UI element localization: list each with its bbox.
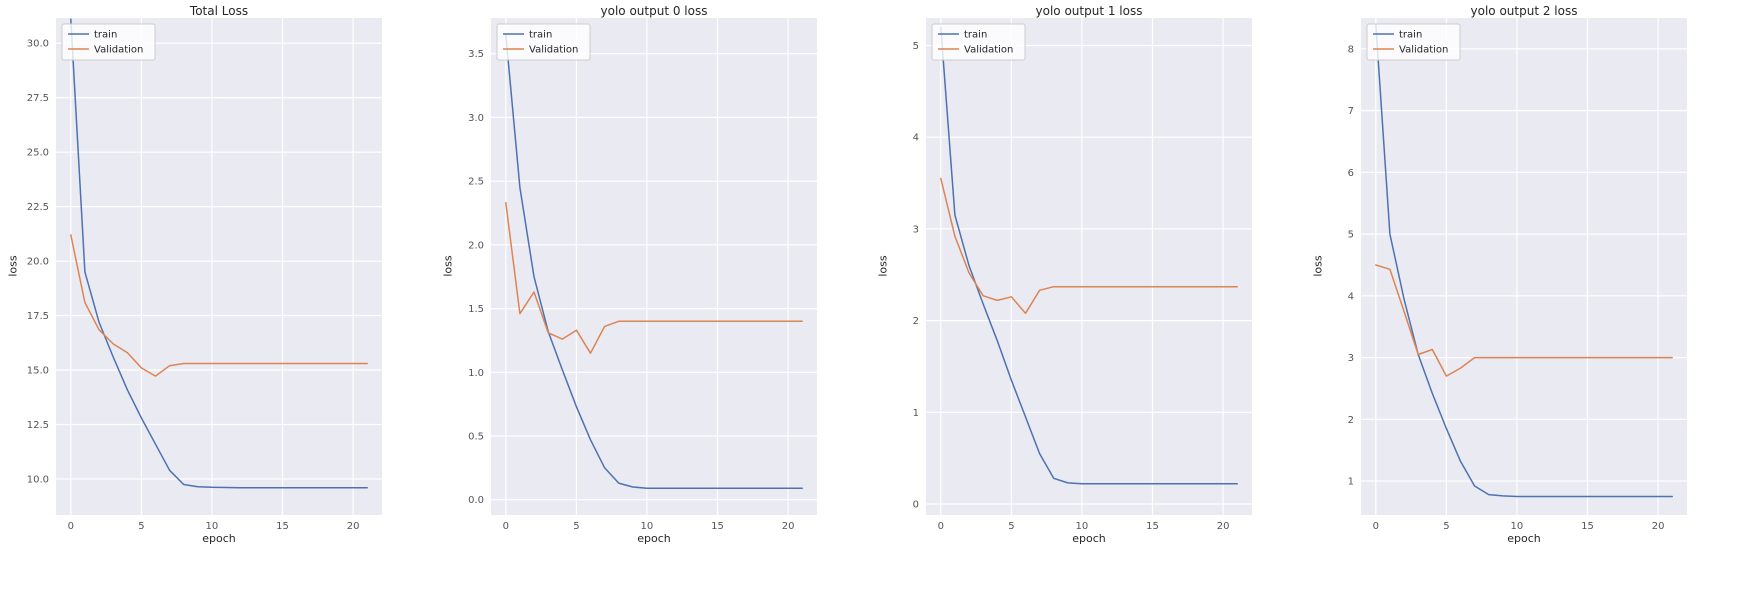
legend-label-train: train [529, 30, 552, 41]
plot-area: 0 1 2 3 4 5 0 5 10 15 20 train Validation [913, 18, 1252, 532]
figure-total-loss: Total Loss loss 10.0 12.5 15.0 17.5 20.0 22.5… [0, 0, 434, 610]
x-tick-label: 5 [1443, 521, 1449, 532]
y-tick-label: 25.0 [27, 148, 49, 159]
y-tick-label: 1 [1348, 477, 1354, 488]
y-tick-label: 0.0 [468, 495, 484, 506]
line-validation [1375, 264, 1673, 377]
x-tick-label: 15 [1581, 521, 1594, 532]
y-tick-label: 1 [913, 408, 919, 419]
line-validation [505, 202, 803, 354]
chart-title: Total Loss [189, 4, 249, 18]
x-tick-label: 15 [1146, 521, 1159, 532]
y-tick-label: 7 [1348, 106, 1354, 117]
x-tick-label: 0 [503, 521, 509, 532]
legend-label-validation: Validation [1399, 45, 1448, 56]
line-validation [940, 177, 1238, 315]
y-tick-label: 27.5 [27, 93, 49, 104]
y-tick-label: 4 [1348, 291, 1354, 302]
y-tick-label: 0.5 [468, 432, 484, 443]
x-tick-label: 10 [1076, 521, 1089, 532]
x-tick-label: 5 [1008, 521, 1014, 532]
chart-title: yolo output 2 loss [1470, 4, 1578, 18]
x-tick-label: 5 [573, 521, 579, 532]
y-tick-label: 1.5 [468, 304, 484, 315]
line-train [1375, 23, 1673, 498]
line-train [505, 33, 803, 489]
plot-background [56, 18, 382, 515]
y-tick-label: 5 [913, 41, 919, 52]
plot-background [491, 18, 817, 515]
x-axis-label: epoch [1072, 532, 1106, 545]
y-tick-label: 6 [1348, 168, 1354, 179]
y-axis-label: loss [876, 255, 890, 277]
x-axis-label: epoch [637, 532, 671, 545]
plot-area: 10.0 12.5 15.0 17.5 20.0 22.5 25.0 27.5 30.0 0 5 10… [27, 18, 382, 532]
x-axis-label: epoch [202, 532, 236, 545]
y-tick-label: 20.0 [27, 257, 49, 268]
legend-box [496, 23, 591, 61]
y-tick-label: 22.5 [27, 202, 49, 213]
y-tick-label: 1.0 [468, 368, 484, 379]
y-tick-label: 12.5 [27, 420, 49, 431]
x-axis-label: epoch [1507, 532, 1541, 545]
line-validation [70, 234, 368, 377]
y-tick-label: 30.0 [27, 39, 49, 50]
legend-label-train: train [964, 30, 987, 41]
x-tick-label: 15 [276, 521, 289, 532]
plot-area: 1 2 3 4 5 6 7 8 0 5 10 15 20 train Validation [1348, 18, 1687, 532]
y-axis-label: loss [441, 255, 455, 277]
y-tick-label: 17.5 [27, 311, 49, 322]
line-train [940, 26, 1238, 485]
x-tick-label: 10 [1511, 521, 1524, 532]
x-tick-label: 10 [641, 521, 654, 532]
x-tick-label: 5 [138, 521, 144, 532]
chart-title: yolo output 0 loss [600, 4, 708, 18]
legend-box [1366, 23, 1461, 61]
x-tick-label: 20 [1652, 521, 1665, 532]
figure-yolo-output-1-loss: yolo output 1 loss loss 0 1 2 3 4 5 0 5 10 15 20 tr… [870, 0, 1304, 610]
figure-yolo-output-0-loss: yolo output 0 loss loss 0.0 0.5 1.0 1.5 2.0 2… [435, 0, 869, 610]
y-tick-label: 4 [913, 133, 919, 144]
y-tick-label: 8 [1348, 44, 1354, 55]
x-tick-label: 20 [782, 521, 795, 532]
y-tick-label: 0 [913, 500, 919, 511]
legend-box [931, 23, 1026, 61]
plot-background [1361, 18, 1687, 515]
legend-label-train: train [94, 30, 117, 41]
x-tick-label: 10 [206, 521, 219, 532]
y-tick-label: 2 [1348, 415, 1354, 426]
y-axis-label: loss [1311, 255, 1325, 277]
legend-label-validation: Validation [529, 45, 578, 56]
y-tick-label: 2 [913, 316, 919, 327]
y-tick-label: 3.5 [468, 49, 484, 60]
y-tick-label: 15.0 [27, 366, 49, 377]
y-tick-label: 3 [913, 224, 919, 235]
plot-area: 0.0 0.5 1.0 1.5 2.0 2.5 3.0 3.5 0 5 10 15 20 train Val… [468, 18, 817, 532]
x-tick-label: 0 [68, 521, 74, 532]
y-tick-label: 2.0 [468, 240, 484, 251]
legend-label-train: train [1399, 30, 1422, 41]
legend-label-validation: Validation [964, 45, 1013, 56]
y-tick-label: 5 [1348, 230, 1354, 241]
chart-title: yolo output 1 loss [1035, 4, 1143, 18]
legend-label-validation: Validation [94, 45, 143, 56]
x-tick-label: 0 [1373, 521, 1379, 532]
y-tick-label: 2.5 [468, 177, 484, 188]
plot-background [926, 18, 1252, 515]
figure-yolo-output-2-loss: yolo output 2 loss loss 1 2 3 4 5 6 7 8 0 5 10 15 20… [1305, 0, 1739, 610]
x-tick-label: 20 [347, 521, 360, 532]
y-tick-label: 3.0 [468, 113, 484, 124]
x-tick-label: 0 [938, 521, 944, 532]
y-axis-label: loss [6, 255, 20, 277]
y-tick-label: 10.0 [27, 475, 49, 486]
line-train [70, 18, 368, 489]
legend-box [61, 23, 156, 61]
x-tick-label: 15 [711, 521, 724, 532]
y-tick-label: 3 [1348, 353, 1354, 364]
x-tick-label: 20 [1217, 521, 1230, 532]
